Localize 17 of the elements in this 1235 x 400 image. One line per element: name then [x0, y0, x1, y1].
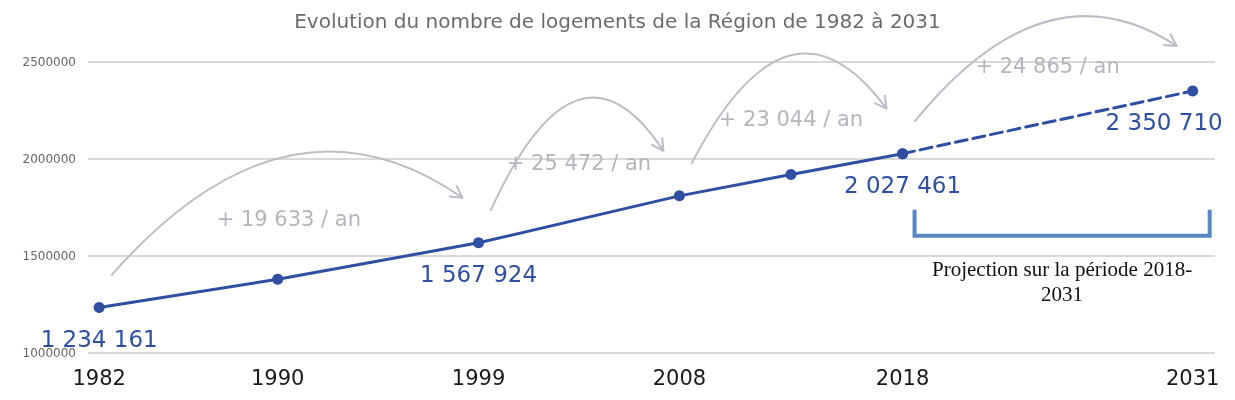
y-tick-label: 2500000	[22, 55, 76, 69]
chart-title: Evolution du nombre de logements de la Région de 1982 à 2031	[294, 9, 941, 33]
y-tick-label: 2000000	[22, 152, 76, 166]
x-tick-label: 2031	[1165, 365, 1220, 390]
annotation: + 23 044 / an	[718, 107, 864, 133]
x-tick-label: 1982	[72, 365, 126, 390]
data-label: 2 027 461	[844, 171, 962, 198]
x-tick-label: 2008	[652, 365, 707, 390]
data-label: 2 350 710	[1105, 108, 1223, 135]
annotation: Projection sur la période 2018-2031	[931, 256, 1194, 307]
x-tick-label: 2018	[875, 365, 930, 390]
x-tick-label: 1990	[250, 365, 305, 390]
annotation: + 24 865 / an	[975, 54, 1120, 80]
data-label: 1 567 924	[420, 260, 538, 287]
y-tick-label: 1500000	[22, 249, 76, 263]
annotation: + 19 633 / an	[216, 207, 362, 233]
x-tick-label: 1999	[451, 365, 506, 390]
